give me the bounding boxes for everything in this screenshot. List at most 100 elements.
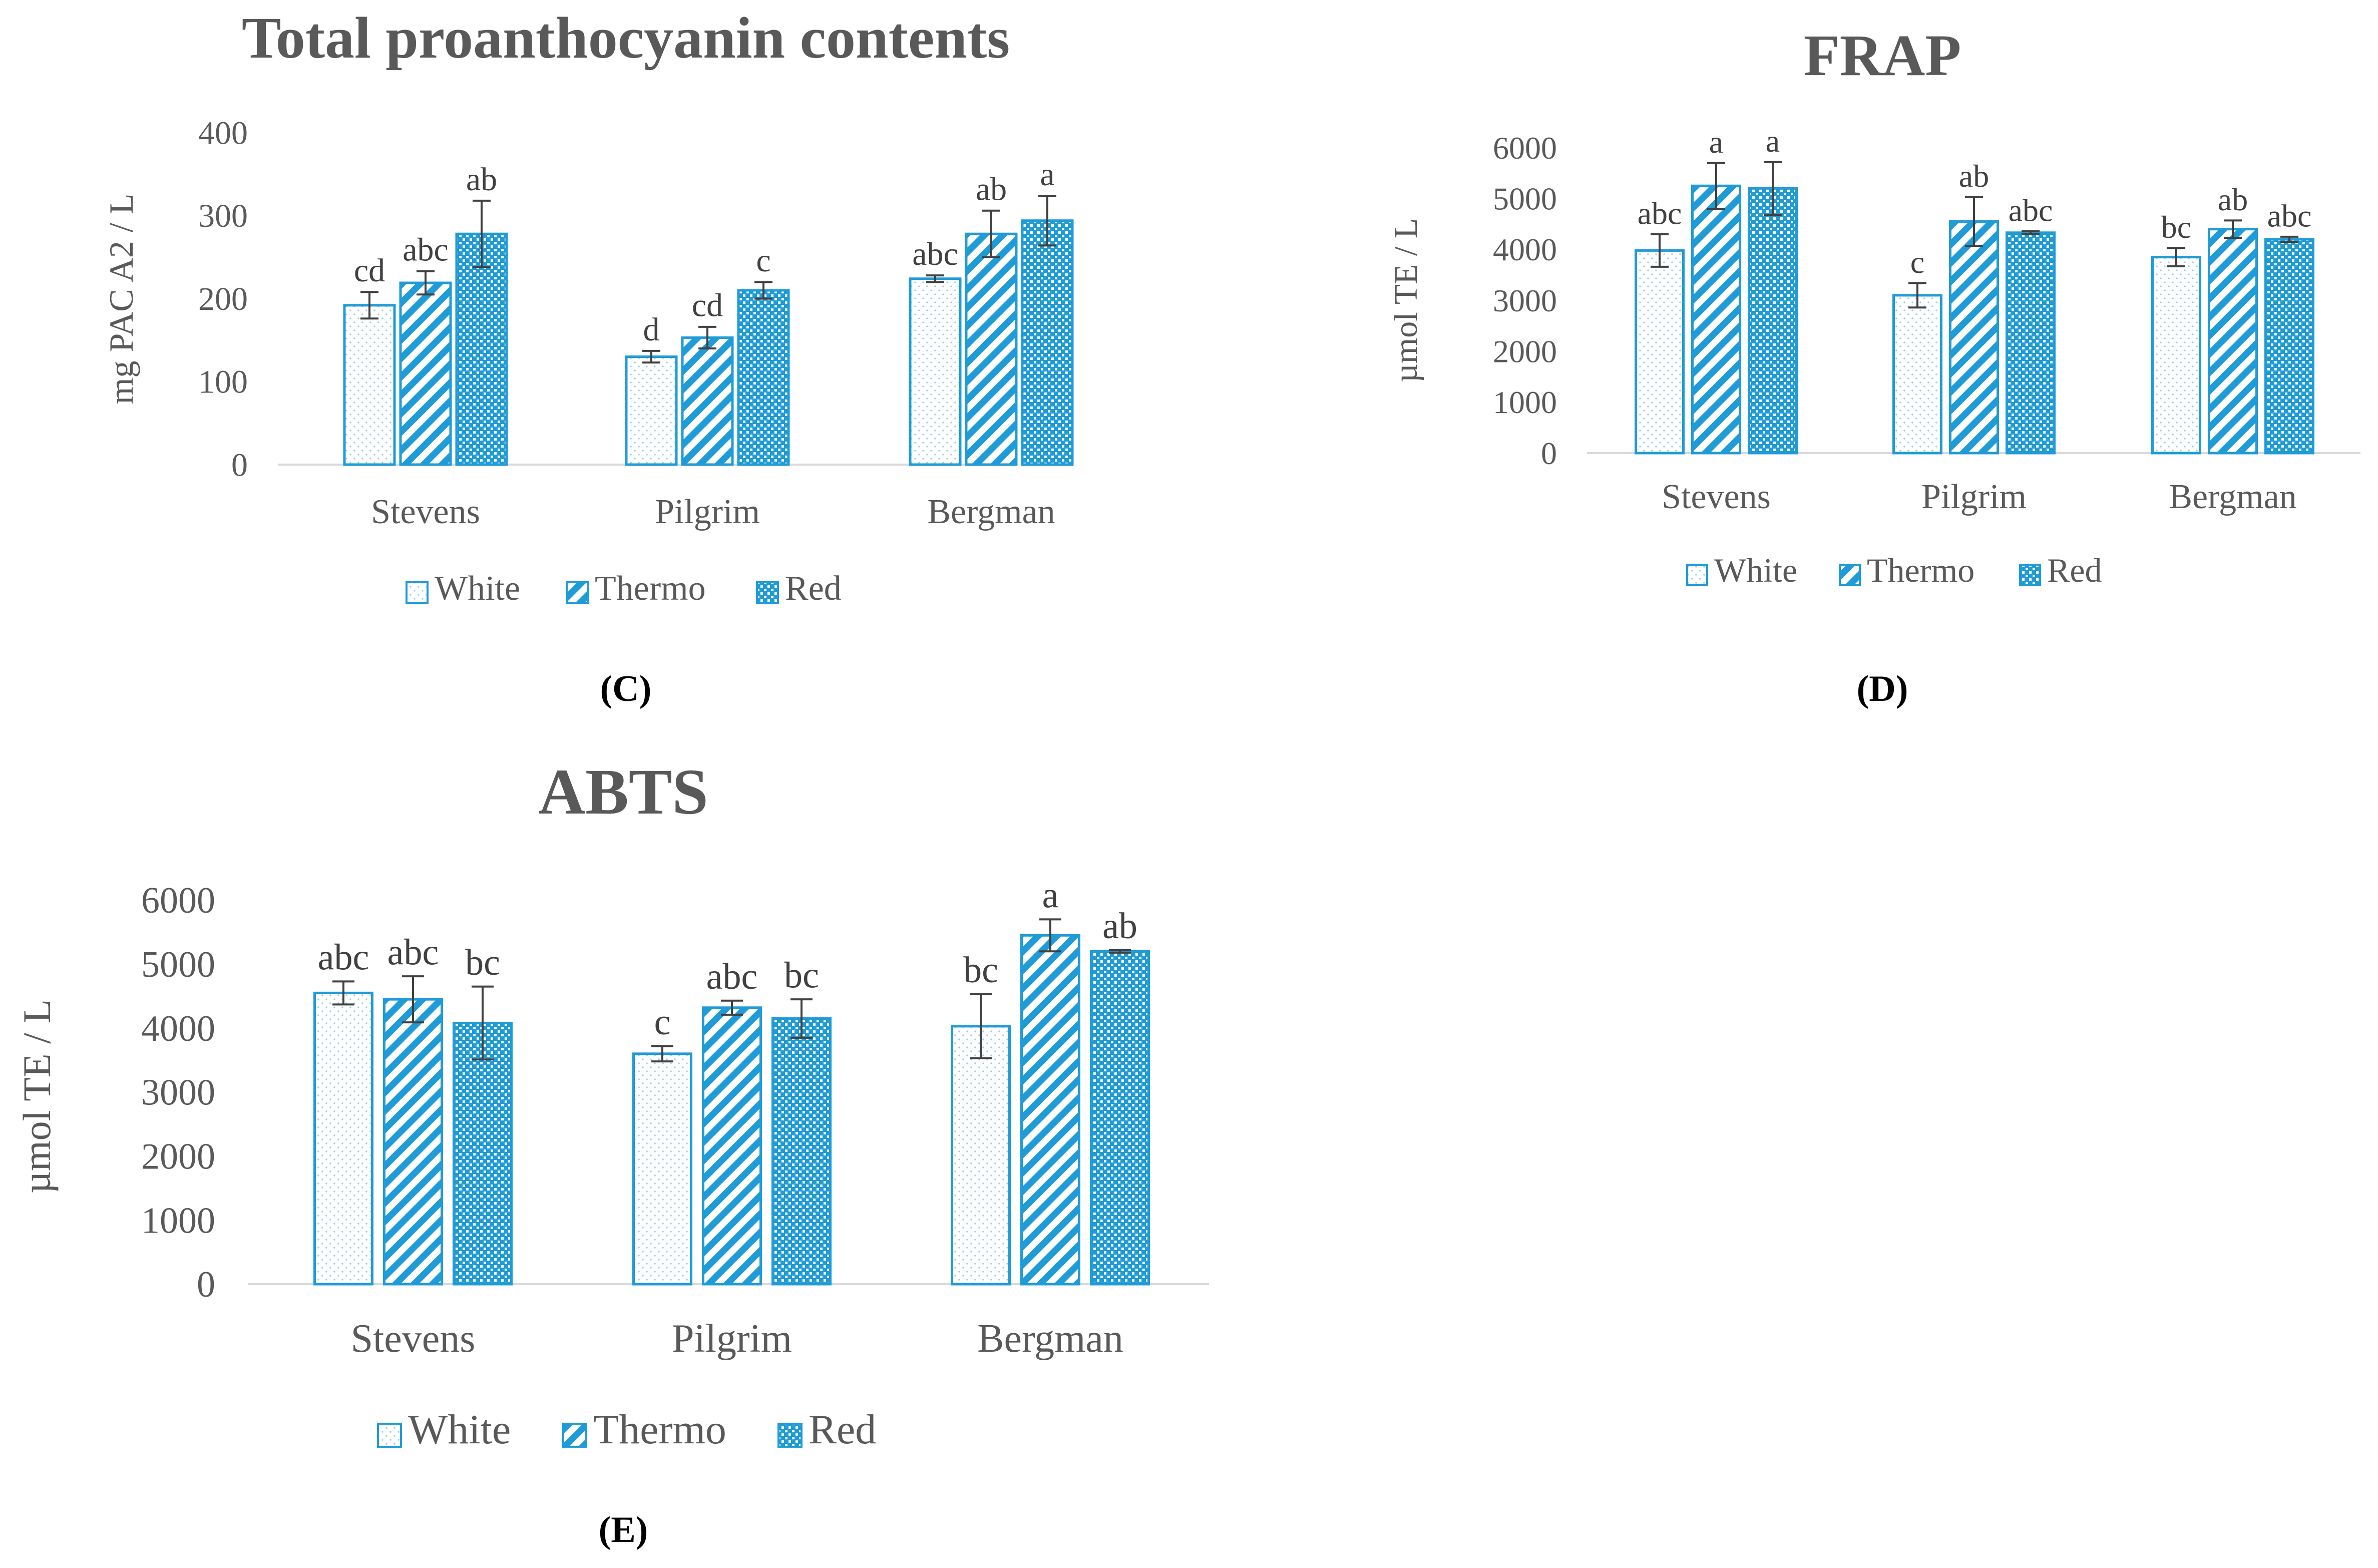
bar-thermo bbox=[399, 281, 452, 466]
legend-swatch-white bbox=[406, 581, 429, 604]
y-tick-label: 400 bbox=[198, 115, 248, 151]
legend-label: Thermo bbox=[593, 1406, 726, 1453]
legend-swatch-red bbox=[2019, 564, 2041, 586]
legend-label: White bbox=[408, 1406, 511, 1453]
significance-label: c bbox=[654, 1002, 671, 1043]
bar-thermo bbox=[2208, 228, 2258, 455]
legend-label: Thermo bbox=[595, 569, 706, 608]
y-tick-label: 2000 bbox=[1493, 333, 1557, 369]
legend-label: White bbox=[1714, 551, 1797, 589]
y-tick-label: 6000 bbox=[141, 880, 215, 921]
legend-swatch-red bbox=[777, 1422, 803, 1448]
x-tick-label: Bergman bbox=[977, 1317, 1123, 1361]
panel-label: (C) bbox=[600, 668, 652, 709]
y-tick-label: 0 bbox=[197, 1264, 215, 1305]
significance-label: a bbox=[1042, 875, 1059, 916]
panel-label: (D) bbox=[1857, 668, 1908, 709]
legend-label: Red bbox=[2047, 551, 2102, 589]
chart-title: ABTS bbox=[538, 756, 708, 828]
panel-label: (E) bbox=[599, 1509, 648, 1550]
significance-label: abc bbox=[387, 932, 439, 973]
significance-label: abc bbox=[318, 937, 369, 978]
bar-white bbox=[1892, 294, 1942, 455]
legend-label: Thermo bbox=[1867, 551, 1974, 589]
significance-label: ab bbox=[1959, 158, 1989, 194]
significance-label: cd bbox=[692, 287, 723, 324]
legend-swatch-thermo bbox=[562, 1422, 587, 1448]
y-tick-label: 1000 bbox=[141, 1200, 215, 1241]
bar-red bbox=[453, 1021, 513, 1286]
x-tick-label: Pilgrim bbox=[655, 493, 760, 531]
x-tick-label: Stevens bbox=[1662, 478, 1771, 516]
bar-white bbox=[1635, 249, 1685, 455]
bar-thermo bbox=[1949, 220, 1999, 455]
legend-swatch-thermo bbox=[1839, 564, 1861, 586]
significance-label: bc bbox=[963, 950, 998, 991]
significance-label: abc bbox=[2009, 192, 2053, 228]
legend-label: White bbox=[435, 569, 520, 608]
bar-thermo bbox=[1691, 184, 1741, 455]
chart-title: Total proanthocyanin contents bbox=[242, 5, 1010, 71]
y-tick-label: 1000 bbox=[1493, 384, 1557, 420]
y-tick-label: 100 bbox=[198, 364, 248, 401]
y-tick-label: 2000 bbox=[141, 1136, 215, 1177]
significance-label: abc bbox=[403, 232, 449, 268]
significance-label: c bbox=[756, 242, 770, 279]
significance-label: a bbox=[1709, 124, 1723, 160]
significance-label: ab bbox=[976, 171, 1007, 208]
chart-panel-d: FRAP µmol TE / L 0 1000 2000 3000 4000 5000 6000… bbox=[1388, 23, 2360, 709]
y-tick-label: 3000 bbox=[1493, 283, 1557, 318]
significance-label: a bbox=[1766, 123, 1780, 159]
y-tick-label: 300 bbox=[198, 198, 248, 234]
chart-panel-c: Total proanthocyanin contents mg PAC A2 /… bbox=[102, 5, 1074, 709]
bar-thermo bbox=[1020, 934, 1080, 1286]
x-tick-label: Stevens bbox=[371, 493, 480, 531]
bar-white bbox=[343, 304, 396, 466]
bar-thermo bbox=[702, 1006, 762, 1286]
y-axis-label: mg PAC A2 / L bbox=[102, 194, 140, 405]
bar-white bbox=[632, 1052, 692, 1286]
y-tick-label: 200 bbox=[198, 281, 248, 317]
x-tick-label: Pilgrim bbox=[672, 1317, 792, 1361]
significance-label: cd bbox=[354, 252, 385, 289]
significance-label: abc bbox=[706, 956, 758, 997]
y-axis-label: µmol TE / L bbox=[15, 999, 59, 1194]
significance-label: abc bbox=[1638, 195, 1682, 231]
y-tick-label: 0 bbox=[231, 447, 248, 483]
legend-swatch-white bbox=[1686, 564, 1708, 586]
bar-white bbox=[909, 277, 962, 466]
bar-red bbox=[2006, 231, 2056, 455]
bar-white bbox=[625, 355, 678, 466]
legend-swatch-red bbox=[756, 581, 779, 604]
x-tick-label: Stevens bbox=[351, 1317, 476, 1361]
bar-white bbox=[313, 991, 373, 1286]
legend-label: Red bbox=[785, 569, 842, 608]
y-tick-label: 6000 bbox=[1493, 130, 1557, 166]
y-tick-label: 3000 bbox=[141, 1072, 215, 1113]
bar-thermo bbox=[681, 336, 734, 466]
x-tick-label: Bergman bbox=[927, 493, 1055, 531]
significance-label: bc bbox=[2161, 209, 2191, 245]
bar-white bbox=[2151, 256, 2201, 455]
y-tick-label: 4000 bbox=[1493, 232, 1557, 267]
x-tick-label: Bergman bbox=[2169, 478, 2296, 516]
bar-red bbox=[1748, 187, 1798, 455]
significance-label: c bbox=[1910, 244, 1924, 280]
significance-label: ab bbox=[466, 161, 497, 198]
bar-thermo bbox=[383, 998, 443, 1286]
significance-label: bc bbox=[465, 942, 500, 983]
legend-label: Red bbox=[809, 1406, 876, 1453]
significance-label: bc bbox=[784, 955, 819, 996]
significance-label: a bbox=[1040, 156, 1054, 193]
bar-red bbox=[1021, 219, 1074, 466]
y-tick-label: 4000 bbox=[141, 1008, 215, 1049]
bar-red bbox=[737, 289, 790, 466]
chart-panel-e: ABTS µmol TE / L 0 1000 2000 3000 4000 5000 6000… bbox=[15, 756, 1209, 1550]
legend-swatch-white bbox=[377, 1422, 402, 1448]
y-tick-label: 5000 bbox=[1493, 181, 1557, 216]
significance-label: abc bbox=[2267, 198, 2312, 233]
y-tick-label: 0 bbox=[1541, 436, 1557, 471]
bar-thermo bbox=[965, 232, 1018, 466]
y-axis-label: µmol TE / L bbox=[1388, 218, 1424, 382]
